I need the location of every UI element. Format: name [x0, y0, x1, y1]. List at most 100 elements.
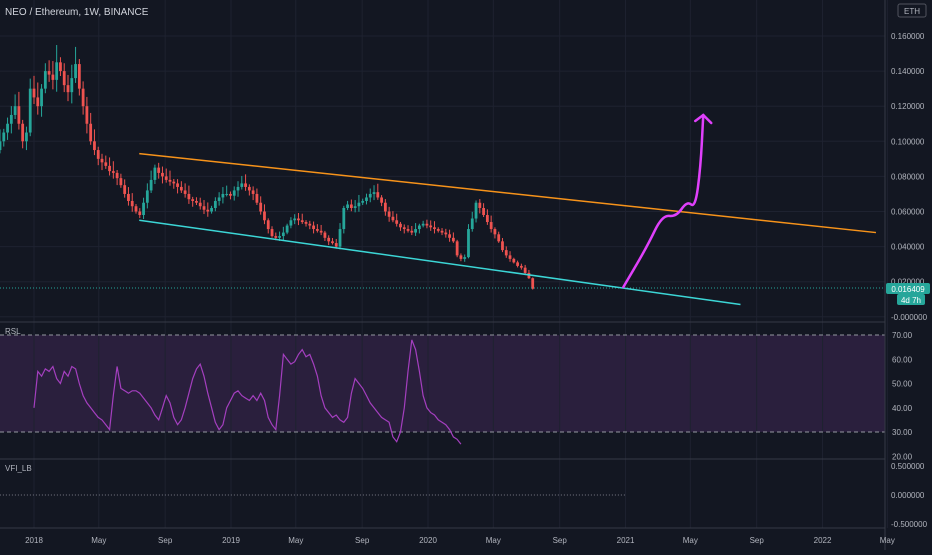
- candle-body[interactable]: [85, 106, 89, 124]
- candle-body[interactable]: [236, 186, 240, 191]
- candle-body[interactable]: [149, 179, 153, 191]
- candle-body[interactable]: [251, 190, 255, 194]
- candle-body[interactable]: [40, 88, 43, 107]
- candle-body[interactable]: [501, 241, 504, 251]
- candle-body[interactable]: [308, 223, 312, 226]
- candle-body[interactable]: [240, 183, 244, 187]
- candle-body[interactable]: [278, 236, 281, 238]
- candle-body[interactable]: [474, 202, 478, 219]
- candle-body[interactable]: [217, 197, 221, 201]
- candle-body[interactable]: [74, 64, 77, 79]
- candle-body[interactable]: [270, 229, 274, 237]
- candle-body[interactable]: [289, 220, 293, 226]
- candle-body[interactable]: [0, 141, 2, 151]
- candle-body[interactable]: [531, 278, 535, 289]
- candle-body[interactable]: [157, 167, 161, 173]
- candle-body[interactable]: [334, 243, 338, 247]
- candle-body[interactable]: [6, 123, 9, 133]
- candle-body[interactable]: [406, 229, 410, 231]
- candle-body[interactable]: [145, 190, 149, 203]
- candle-body[interactable]: [21, 123, 25, 142]
- candle-body[interactable]: [319, 230, 323, 233]
- candle-body[interactable]: [259, 202, 263, 212]
- candle-body[interactable]: [285, 225, 289, 233]
- candle-body[interactable]: [96, 150, 100, 159]
- candle-body[interactable]: [391, 216, 395, 221]
- candle-body[interactable]: [55, 62, 59, 80]
- candle-body[interactable]: [451, 237, 455, 242]
- candle-body[interactable]: [470, 218, 474, 230]
- candle-body[interactable]: [153, 167, 157, 180]
- candle-body[interactable]: [43, 71, 47, 89]
- candle-body[interactable]: [421, 223, 425, 226]
- candle-body[interactable]: [195, 200, 198, 203]
- currency-badge[interactable]: [897, 3, 927, 18]
- candle-body[interactable]: [232, 190, 236, 196]
- candle-body[interactable]: [198, 202, 202, 207]
- candle-body[interactable]: [164, 176, 168, 180]
- candle-body[interactable]: [410, 230, 414, 233]
- candle-body[interactable]: [32, 88, 36, 98]
- candle-body[interactable]: [59, 62, 62, 72]
- candle-body[interactable]: [342, 207, 346, 230]
- candle-body[interactable]: [100, 158, 104, 163]
- candle-body[interactable]: [436, 229, 440, 231]
- candle-body[interactable]: [104, 162, 108, 166]
- candle-body[interactable]: [168, 179, 172, 182]
- candle-body[interactable]: [312, 225, 315, 230]
- candle-body[interactable]: [293, 218, 297, 221]
- candle-body[interactable]: [127, 193, 130, 201]
- candle-body[interactable]: [402, 227, 406, 230]
- candle-body[interactable]: [482, 207, 485, 216]
- candle-body[interactable]: [414, 229, 417, 233]
- candle-body[interactable]: [225, 193, 229, 195]
- candle-body[interactable]: [459, 255, 463, 259]
- candle-body[interactable]: [183, 190, 187, 194]
- candle-body[interactable]: [383, 202, 387, 212]
- candle-body[interactable]: [300, 220, 304, 223]
- candle-body[interactable]: [372, 192, 376, 194]
- candle-body[interactable]: [519, 265, 523, 268]
- candle-body[interactable]: [93, 141, 96, 151]
- candle-body[interactable]: [523, 267, 527, 273]
- candle-body[interactable]: [142, 202, 145, 216]
- rsl-pane[interactable]: [0, 334, 885, 445]
- candle-body[interactable]: [425, 223, 429, 226]
- candle-body[interactable]: [229, 193, 232, 196]
- projection-path[interactable]: [622, 113, 705, 289]
- candle-body[interactable]: [478, 202, 482, 208]
- candle-body[interactable]: [206, 209, 210, 212]
- candle-body[interactable]: [119, 178, 123, 186]
- candle-body[interactable]: [66, 85, 70, 93]
- candle-body[interactable]: [361, 200, 365, 203]
- candle-body[interactable]: [429, 225, 433, 228]
- candle-body[interactable]: [399, 223, 402, 228]
- candle-body[interactable]: [365, 197, 368, 201]
- candle-body[interactable]: [504, 250, 508, 256]
- candle-body[interactable]: [111, 171, 115, 173]
- candle-body[interactable]: [357, 202, 361, 207]
- candle-body[interactable]: [134, 206, 138, 212]
- candle-body[interactable]: [380, 197, 383, 203]
- candle-body[interactable]: [338, 229, 342, 247]
- candle-body[interactable]: [191, 199, 195, 201]
- candle-body[interactable]: [297, 218, 300, 221]
- candle-body[interactable]: [376, 192, 380, 198]
- candle-body[interactable]: [315, 229, 319, 231]
- candle-body[interactable]: [179, 186, 183, 191]
- candle-body[interactable]: [417, 225, 421, 230]
- candle-body[interactable]: [353, 206, 357, 208]
- candle-body[interactable]: [115, 172, 119, 179]
- candle-body[interactable]: [331, 241, 334, 244]
- candle-body[interactable]: [213, 200, 217, 208]
- resistance-trendline[interactable]: [139, 152, 877, 234]
- price-pane[interactable]: [0, 45, 885, 290]
- candle-body[interactable]: [444, 232, 448, 235]
- candle-body[interactable]: [130, 200, 134, 207]
- rsl-line[interactable]: [33, 339, 462, 445]
- candle-body[interactable]: [89, 123, 93, 142]
- candle-body[interactable]: [323, 232, 327, 238]
- candle-body[interactable]: [36, 97, 40, 107]
- candle-body[interactable]: [172, 181, 176, 184]
